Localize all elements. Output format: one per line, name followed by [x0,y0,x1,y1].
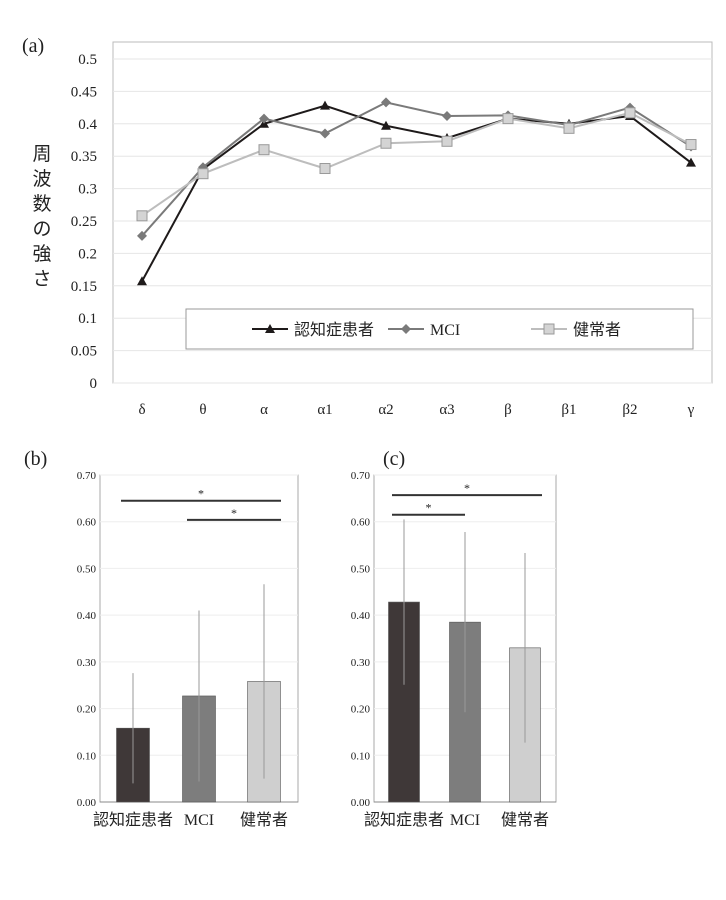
x-tick-label: MCI [184,812,214,829]
y-tick-label: 0.20 [351,704,371,716]
data-point [563,122,575,134]
data-point [320,128,330,139]
y-tick-label: 0.1 [78,311,97,327]
data-point [258,144,270,156]
y-axis-label: 周波数の強さ [32,144,51,290]
y-axis-label-char: 波 [32,168,51,190]
x-tick-label: 健常者 [501,811,549,829]
significance-marker: * [464,481,470,495]
y-tick-label: 0.50 [351,563,371,575]
y-tick-label: 0.60 [77,517,97,529]
legend-label: 健常者 [573,321,621,339]
y-axis-label-char: の [32,219,51,240]
y-axis-label-char: さ [32,269,51,290]
y-tick-label: 0.10 [77,750,97,762]
panel-label: (c) [383,448,405,470]
significance-marker: * [198,487,204,501]
y-tick-label: 0.35 [71,149,97,165]
legend-marker [401,324,411,334]
data-point [502,113,514,125]
data-point [259,113,269,124]
x-tick-label: MCI [450,812,480,829]
y-tick-label: 0.10 [351,750,371,762]
x-tick-label: δ [138,402,145,418]
data-point [136,210,148,222]
x-tick-label: 健常者 [240,811,288,829]
x-tick-label: β1 [561,402,576,418]
data-point [442,111,452,122]
panel-label: (b) [24,448,47,470]
y-tick-label: 0.05 [71,344,97,360]
data-point [137,230,147,241]
x-tick-label: 認知症患者 [364,811,444,829]
legend-label: 認知症患者 [294,321,374,339]
y-tick-label: 0.45 [71,84,97,100]
y-tick-label: 0.50 [77,563,97,575]
y-tick-label: 0.5 [78,52,97,68]
panel-label-a: (a) [22,35,44,57]
data-point [137,276,147,286]
y-axis-label-char: 数 [32,193,51,215]
x-tick-label: β2 [622,402,637,418]
y-tick-label: 0.3 [78,182,97,198]
y-tick-label: 0.30 [351,657,371,669]
y-tick-label: 0.4 [78,117,97,133]
y-tick-label: 0.20 [77,704,97,716]
y-tick-label: 0 [90,376,98,392]
legend-label: MCI [430,322,460,339]
data-point [381,120,391,130]
y-tick-label: 0.40 [77,610,97,622]
y-tick-label: 0.70 [351,470,371,482]
y-tick-label: 0.15 [71,279,97,295]
y-tick-label: 0.70 [77,470,97,482]
data-point [197,168,209,180]
series-line-square [141,111,692,217]
x-tick-label: α1 [317,402,332,418]
x-tick-label: γ [687,402,695,418]
significance-marker: * [231,506,237,520]
data-point [686,157,696,167]
x-tick-label: β [504,402,512,418]
x-tick-label: α2 [378,402,393,418]
legend-marker [543,323,555,335]
y-tick-label: 0.30 [77,657,97,669]
data-point [320,100,330,110]
y-tick-label: 0.40 [351,610,371,622]
data-point [319,163,331,175]
significance-marker: * [426,501,432,515]
y-axis-label-char: 強 [32,243,51,265]
y-tick-label: 0.00 [351,797,371,809]
x-tick-label: α3 [439,402,454,418]
data-point [380,137,392,149]
x-tick-label: θ [199,402,206,418]
y-tick-label: 0.00 [77,797,97,809]
data-point [381,97,391,108]
data-point [624,107,636,119]
x-tick-label: 認知症患者 [93,811,173,829]
y-tick-label: 0.2 [78,246,97,262]
legend-marker [265,324,275,333]
series-line-triangle [141,104,692,282]
y-tick-label: 0.25 [71,214,97,230]
x-tick-label: α [260,402,268,418]
series-line-diamond [141,101,692,237]
y-tick-label: 0.60 [351,517,371,529]
y-axis-label-char: 周 [32,144,51,165]
data-point [685,139,697,151]
data-point [441,135,453,147]
